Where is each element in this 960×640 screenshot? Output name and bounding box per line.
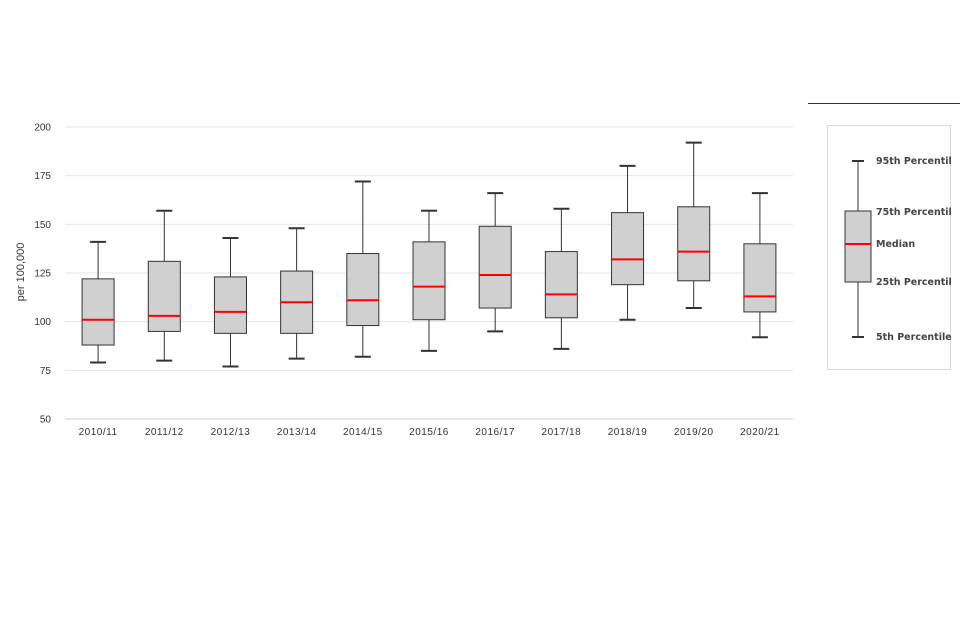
box-iqr — [611, 212, 645, 286]
box-iqr — [346, 253, 380, 327]
legend-label-p95: 95th Percentile — [876, 156, 952, 167]
legend-divider — [808, 103, 960, 104]
box-iqr — [478, 225, 512, 309]
box-iqr — [81, 278, 115, 346]
box-iqr — [544, 251, 578, 319]
legend-label-p25: 25th Percentile — [876, 277, 952, 288]
y-tick-label: 50 — [40, 415, 52, 426]
legend-panel: 95th Percentile 75th Percentile Median 2… — [827, 125, 958, 370]
y-tick-label: 100 — [34, 317, 51, 328]
legend-label-p75: 75th Percentile — [876, 207, 952, 218]
x-tick-label: 2010/11 — [79, 427, 118, 438]
x-tick-label: 2020/21 — [740, 427, 780, 438]
x-tick-label: 2015/16 — [409, 427, 449, 438]
x-axis-ticks: 2010/11 2011/12 2012/13 2013/14 2014/15 2015/… — [79, 427, 780, 438]
x-tick-label: 2011/12 — [145, 427, 184, 438]
y-tick-label: 150 — [34, 220, 51, 231]
legend-label-median: Median — [876, 239, 915, 250]
box-iqr — [213, 276, 247, 334]
x-tick-label: 2018/19 — [608, 427, 648, 438]
box-iqr — [743, 243, 777, 313]
x-tick-label: 2013/14 — [277, 427, 317, 438]
box-series — [81, 141, 777, 368]
y-tick-label: 175 — [34, 171, 51, 182]
y-tick-label: 200 — [34, 123, 51, 134]
box-iqr — [147, 260, 181, 332]
box-iqr — [412, 241, 446, 321]
y-axis-label: per 100,000 — [15, 243, 27, 302]
y-tick-label: 75 — [40, 366, 52, 377]
x-tick-label: 2012/13 — [211, 427, 251, 438]
x-tick-label: 2014/15 — [343, 427, 383, 438]
legend-graphic: 95th Percentile 75th Percentile Median 2… — [844, 156, 958, 343]
legend-label-p5: 5th Percentile — [876, 332, 952, 343]
x-tick-label: 2019/20 — [674, 427, 714, 438]
x-tick-label: 2017/18 — [542, 427, 582, 438]
x-tick-label: 2016/17 — [475, 427, 515, 438]
y-axis-ticks: 50 75 100 125 150 175 200 — [34, 123, 51, 426]
y-tick-label: 125 — [34, 269, 51, 280]
box-iqr — [677, 206, 711, 282]
legend-box — [844, 210, 872, 283]
